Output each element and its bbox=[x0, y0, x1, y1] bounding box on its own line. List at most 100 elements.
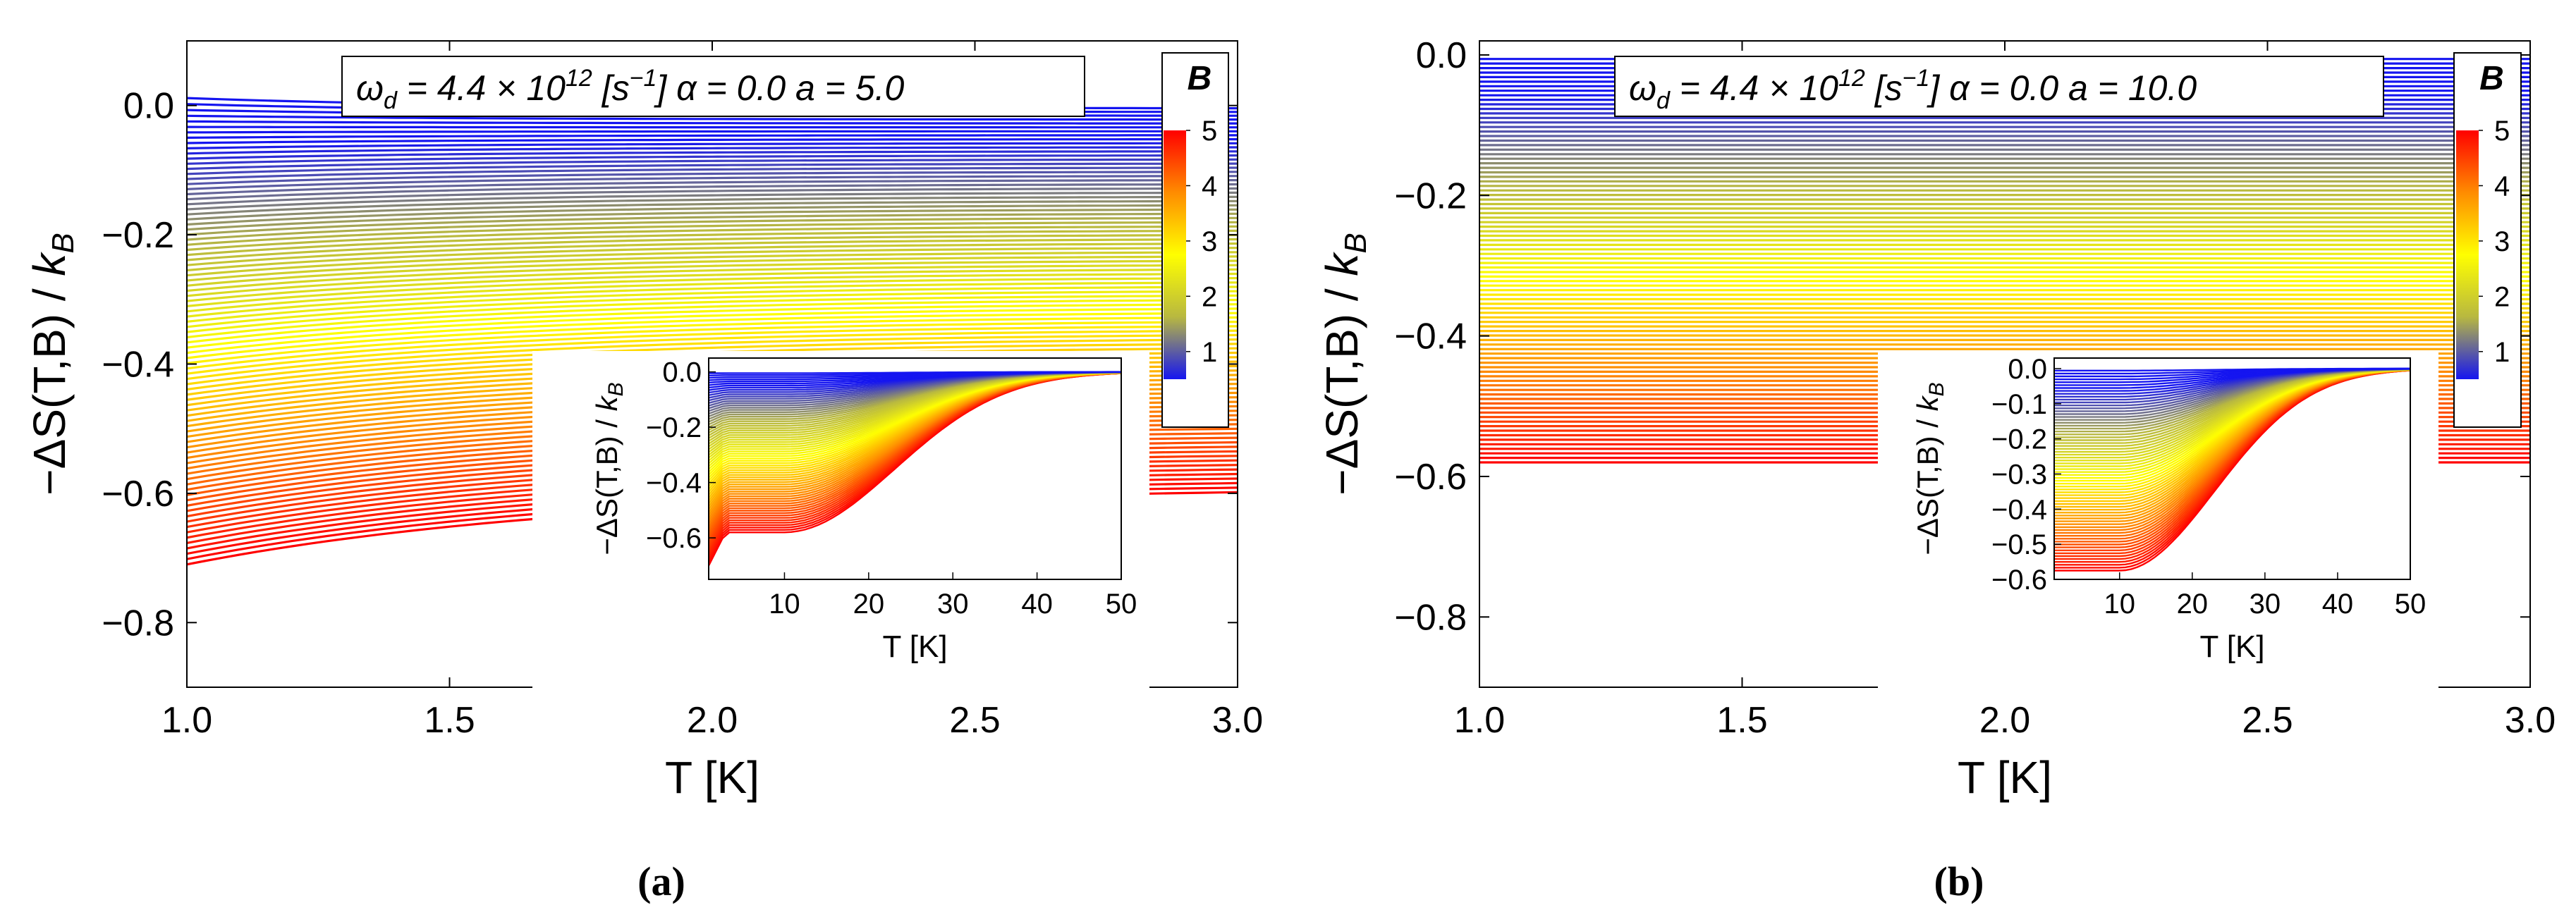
series-line bbox=[187, 142, 1238, 149]
y-tick-label: −0.6 bbox=[102, 474, 174, 515]
inset-y-tick-label: −0.4 bbox=[646, 468, 702, 499]
y-tick-label: 0.0 bbox=[123, 86, 174, 127]
inset-y-label-k: k bbox=[590, 395, 623, 411]
series-line bbox=[187, 199, 1238, 221]
inset-y-tick-label: 0.0 bbox=[2008, 354, 2047, 385]
series-line bbox=[187, 307, 1238, 349]
x-tick-label: 1.0 bbox=[161, 700, 212, 741]
series-line bbox=[187, 247, 1238, 277]
series-line bbox=[187, 251, 1238, 282]
y-tick-label: −0.6 bbox=[1394, 457, 1467, 498]
series-line bbox=[187, 303, 1238, 344]
inset-x-axis-label: T [K] bbox=[2199, 629, 2264, 664]
series-line bbox=[187, 187, 1238, 206]
y-tick-label: −0.4 bbox=[102, 345, 174, 386]
series-line bbox=[187, 130, 1238, 134]
x-axis-label: T [K] bbox=[1958, 752, 2052, 803]
series-line bbox=[187, 316, 1238, 359]
y-tick-label: −0.8 bbox=[1394, 597, 1467, 638]
inset-series-group bbox=[2054, 367, 2410, 572]
omega-exp: 12 bbox=[1838, 65, 1865, 92]
y-axis-label: −ΔS(T,B) / kB bbox=[1317, 233, 1373, 496]
omega-sub: d bbox=[384, 87, 398, 114]
colorbar-tick-label: 3 bbox=[2494, 226, 2510, 257]
y-tick-label: −0.4 bbox=[1394, 316, 1467, 357]
series-line bbox=[187, 221, 1238, 246]
colorbar-tick-label: 4 bbox=[1202, 171, 1217, 202]
y-tick-label: −0.2 bbox=[102, 215, 174, 256]
series-line bbox=[187, 281, 1238, 318]
y-axis-label-sub: B bbox=[46, 233, 80, 253]
annotation-box bbox=[1614, 56, 2384, 117]
y-tick-label: −0.8 bbox=[102, 603, 174, 644]
series-line bbox=[187, 120, 1238, 125]
inset-y-tick-label: −0.1 bbox=[1991, 389, 2047, 420]
series-line bbox=[187, 321, 1238, 364]
series-line bbox=[187, 150, 1238, 160]
series-line bbox=[187, 212, 1238, 236]
inset-x-tick-label: 50 bbox=[2395, 589, 2427, 620]
y-tick-label: −0.2 bbox=[1394, 176, 1467, 216]
alpha-a-values: ] α = 0.0 a = 10.0 bbox=[1926, 68, 2197, 108]
series-line bbox=[187, 298, 1238, 339]
colorbar-tick-label: 3 bbox=[1202, 226, 1217, 257]
omega-unit-exp: −1 bbox=[1903, 65, 1930, 92]
inset-y-tick-label: −0.6 bbox=[646, 523, 702, 554]
series-line bbox=[187, 242, 1238, 272]
x-tick-label: 1.5 bbox=[424, 700, 475, 741]
inset-y-tick-label: −0.5 bbox=[1991, 529, 2047, 560]
series-line bbox=[187, 255, 1238, 287]
series-line bbox=[187, 134, 1238, 139]
y-axis-label-main: −ΔS(T,B) / bbox=[1317, 276, 1367, 496]
series-line bbox=[187, 229, 1238, 257]
series-line bbox=[187, 125, 1238, 129]
colorbar-tick-label: 1 bbox=[1202, 337, 1217, 368]
x-tick-label: 1.0 bbox=[1454, 700, 1505, 741]
y-axis-label-main: −ΔS(T,B) / bbox=[24, 276, 75, 496]
inset-x-tick-label: 40 bbox=[1021, 589, 1053, 620]
omega-exp: 12 bbox=[566, 65, 592, 92]
inset-y-label-sub: B bbox=[604, 382, 628, 396]
inset-y-tick-label: −0.2 bbox=[1991, 424, 2047, 455]
series-line bbox=[187, 191, 1238, 211]
inset-x-tick-label: 10 bbox=[2104, 589, 2136, 620]
alpha-a-values: ] α = 0.0 a = 5.0 bbox=[653, 68, 904, 108]
series-line bbox=[187, 259, 1238, 293]
omega-sub: d bbox=[1656, 87, 1671, 114]
omega-value: = 4.4 × 10 bbox=[397, 68, 566, 108]
inset-y-axis-label: −ΔS(T,B) / kB bbox=[590, 382, 628, 555]
annotation-text: ωd = 4.4 × 1012 [s−1] α = 0.0 a = 10.0 bbox=[1629, 65, 2197, 114]
annotation-text: ωd = 4.4 × 1012 [s−1] α = 0.0 a = 5.0 bbox=[356, 65, 905, 114]
panel-caption: (a) bbox=[637, 858, 685, 904]
inset-series-line bbox=[2054, 367, 2410, 371]
colorbar-scale bbox=[1164, 130, 1186, 379]
series-line bbox=[187, 264, 1238, 297]
inset-x-tick-label: 50 bbox=[1106, 589, 1137, 620]
series-line bbox=[187, 225, 1238, 252]
x-axis-label: T [K] bbox=[665, 752, 759, 803]
series-line bbox=[187, 277, 1238, 313]
series-line bbox=[187, 175, 1238, 190]
x-tick-label: 2.0 bbox=[1979, 700, 2030, 741]
inset-y-tick-label: −0.3 bbox=[1991, 459, 2047, 490]
series-line bbox=[187, 338, 1238, 386]
series-line bbox=[187, 268, 1238, 302]
colorbar-tick-label: 1 bbox=[2494, 337, 2510, 368]
inset-frame bbox=[2053, 357, 2411, 580]
inset-y-tick-label: −0.2 bbox=[646, 412, 702, 443]
series-line bbox=[187, 325, 1238, 370]
omega-value: = 4.4 × 10 bbox=[1670, 68, 1838, 108]
inset-y-axis-label: −ΔS(T,B) / kB bbox=[1911, 382, 1948, 555]
series-line bbox=[187, 329, 1238, 375]
x-tick-label: 1.5 bbox=[1716, 700, 1767, 741]
colorbar-tick-label: 2 bbox=[2494, 281, 2510, 312]
series-line bbox=[187, 195, 1238, 216]
inset-x-tick-label: 10 bbox=[769, 589, 800, 620]
x-tick-label: 3.0 bbox=[1212, 700, 1263, 741]
x-tick-label: 2.5 bbox=[2242, 700, 2293, 741]
y-axis-label-k: k bbox=[24, 252, 75, 276]
inset-x-axis-label: T [K] bbox=[882, 629, 947, 664]
series-line bbox=[187, 208, 1238, 231]
omega-unit-exp: −1 bbox=[630, 65, 657, 92]
colorbar-tick-label: 2 bbox=[1202, 281, 1217, 312]
